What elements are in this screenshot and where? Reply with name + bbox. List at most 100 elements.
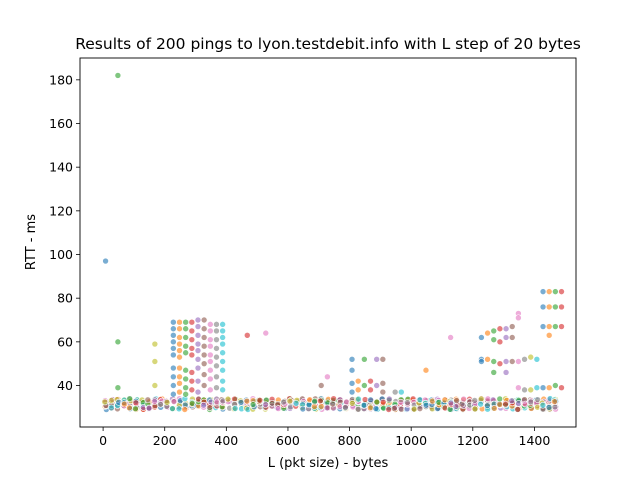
data-point: [114, 72, 122, 79]
data-point: [545, 288, 553, 295]
data-point: [280, 398, 287, 406]
data-point: [521, 356, 528, 363]
data-point: [354, 377, 362, 385]
data-point: [262, 329, 270, 337]
x-tick-label: 200: [153, 433, 177, 448]
data-point: [170, 398, 178, 405]
data-point: [372, 405, 380, 412]
data-point: [324, 373, 331, 381]
data-point: [552, 323, 559, 330]
data-point: [447, 334, 454, 341]
data-point: [373, 382, 380, 389]
x-tick-label: 1000: [395, 433, 427, 448]
data-point: [102, 257, 109, 265]
x-tick-label: 800: [338, 433, 362, 448]
data-point: [219, 327, 226, 335]
data-point: [219, 386, 226, 394]
data-point: [552, 288, 559, 295]
data-point: [182, 318, 189, 326]
data-point: [533, 384, 541, 392]
data-point: [213, 353, 220, 361]
data-point: [231, 405, 239, 412]
data-point: [207, 342, 214, 350]
data-point: [491, 405, 498, 412]
data-point: [416, 405, 424, 412]
data-point: [170, 364, 177, 372]
data-point: [490, 327, 498, 335]
data-point: [379, 356, 387, 363]
data-point: [151, 358, 159, 365]
data-point: [471, 397, 479, 404]
x-tick-label: 600: [276, 433, 300, 448]
data-point: [447, 399, 455, 407]
data-point: [496, 360, 504, 367]
x-tick-label: 0: [99, 433, 107, 448]
data-point: [521, 386, 528, 394]
data-point: [367, 396, 374, 404]
data-point: [354, 405, 362, 413]
data-point: [490, 369, 498, 376]
data-point: [373, 398, 381, 406]
data-point: [182, 325, 189, 333]
data-point: [114, 338, 122, 346]
data-point: [484, 402, 491, 409]
data-point: [219, 349, 226, 357]
data-point: [502, 325, 510, 333]
data-point: [545, 384, 553, 392]
data-point: [114, 384, 122, 392]
data-point: [194, 377, 202, 385]
data-point: [552, 303, 559, 311]
data-point: [207, 366, 214, 374]
data-point: [207, 375, 214, 383]
data-point: [286, 397, 294, 405]
data-point: [502, 358, 510, 365]
data-point: [182, 366, 189, 374]
data-point: [151, 340, 159, 348]
y-tick-label: 140: [49, 160, 73, 175]
data-point: [170, 382, 177, 389]
data-point: [207, 336, 214, 343]
data-point: [101, 398, 109, 406]
data-point: [170, 331, 177, 339]
data-point: [207, 321, 214, 328]
data-point: [478, 334, 485, 341]
data-point: [496, 395, 504, 403]
data-point: [176, 364, 183, 372]
data-point: [207, 386, 214, 394]
data-point: [342, 404, 349, 411]
data-point: [176, 380, 183, 387]
data-point: [354, 386, 362, 394]
data-point: [478, 358, 485, 365]
data-point: [508, 323, 516, 330]
data-point: [348, 380, 356, 387]
data-point: [170, 373, 177, 381]
data-point: [200, 316, 208, 324]
data-point: [262, 401, 269, 408]
data-point: [386, 395, 393, 403]
data-point: [176, 347, 183, 354]
y-tick-label: 100: [49, 247, 73, 262]
x-axis-label: L (pkt size) - bytes: [268, 456, 389, 471]
data-point: [194, 331, 202, 339]
data-point: [379, 380, 387, 387]
data-point: [558, 303, 565, 311]
data-point: [194, 356, 202, 363]
data-point: [182, 375, 189, 383]
data-point: [213, 362, 220, 370]
data-point: [539, 288, 547, 295]
data-point: [502, 334, 510, 341]
data-point: [182, 334, 189, 341]
data-point: [213, 321, 220, 328]
data-point: [545, 303, 553, 311]
data-point: [200, 351, 208, 359]
y-axis-label: RTT - ms: [24, 214, 39, 270]
data-point: [200, 401, 207, 409]
data-point: [188, 318, 196, 326]
data-point: [194, 323, 202, 330]
data-point: [176, 334, 183, 341]
data-point: [170, 318, 177, 326]
data-point: [200, 325, 208, 333]
y-axis: 40 60 80 100 120 140 160 180: [49, 72, 80, 393]
data-point: [348, 400, 356, 407]
data-point: [145, 404, 153, 412]
